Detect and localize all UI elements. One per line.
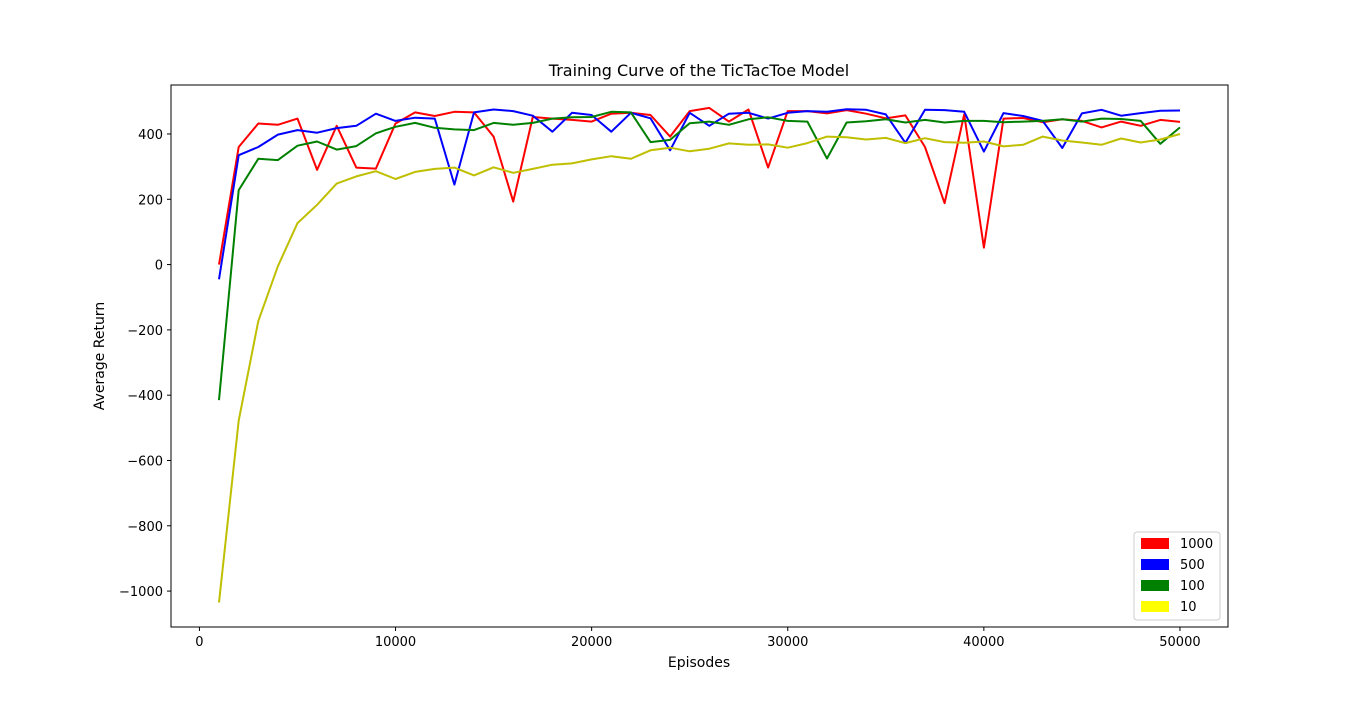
y-tick-label: −800 <box>127 520 163 535</box>
y-tick-label: 200 <box>138 193 163 208</box>
x-tick-label: 30000 <box>767 635 808 650</box>
legend-label-1000: 1000 <box>1180 537 1213 552</box>
legend-label-100: 100 <box>1180 579 1205 594</box>
y-tick-label: −1000 <box>119 585 163 600</box>
legend-swatch-10 <box>1141 601 1169 612</box>
series-line-500 <box>218 108 1181 280</box>
x-tick-label: 40000 <box>963 635 1004 650</box>
series-line-100 <box>218 110 1181 401</box>
y-tick-label: 0 <box>155 259 163 274</box>
plot-area-frame <box>170 84 1229 628</box>
y-tick-label: −600 <box>127 454 163 469</box>
y-axis: −1000 −800 −600 −400 −200 0 200 400 <box>119 128 171 600</box>
y-axis-label: Average Return <box>92 302 108 410</box>
x-tick-label: 20000 <box>571 635 612 650</box>
series-line-10 <box>218 133 1181 603</box>
y-tick-label: −400 <box>127 389 163 404</box>
legend-label-500: 500 <box>1180 558 1205 573</box>
legend-swatch-500 <box>1141 559 1169 570</box>
legend-swatch-1000 <box>1141 538 1169 549</box>
legend-box <box>1133 531 1221 621</box>
series-line-1000 <box>218 106 1181 265</box>
y-tick-label: 400 <box>138 128 163 143</box>
series-lines <box>218 106 1181 603</box>
x-axis-label: Episodes <box>668 655 730 671</box>
x-tick-label: 50000 <box>1159 635 1200 650</box>
x-axis: 0 10000 20000 30000 40000 50000 <box>195 627 1201 650</box>
y-tick-label: −200 <box>127 324 163 339</box>
legend-swatch-100 <box>1141 580 1169 591</box>
chart-title: Training Curve of the TicTacToe Model <box>548 61 849 80</box>
x-tick-label: 0 <box>195 635 203 650</box>
legend: 1000 500 100 10 <box>1133 531 1221 621</box>
legend-label-10: 10 <box>1180 600 1197 615</box>
x-tick-label: 10000 <box>375 635 416 650</box>
